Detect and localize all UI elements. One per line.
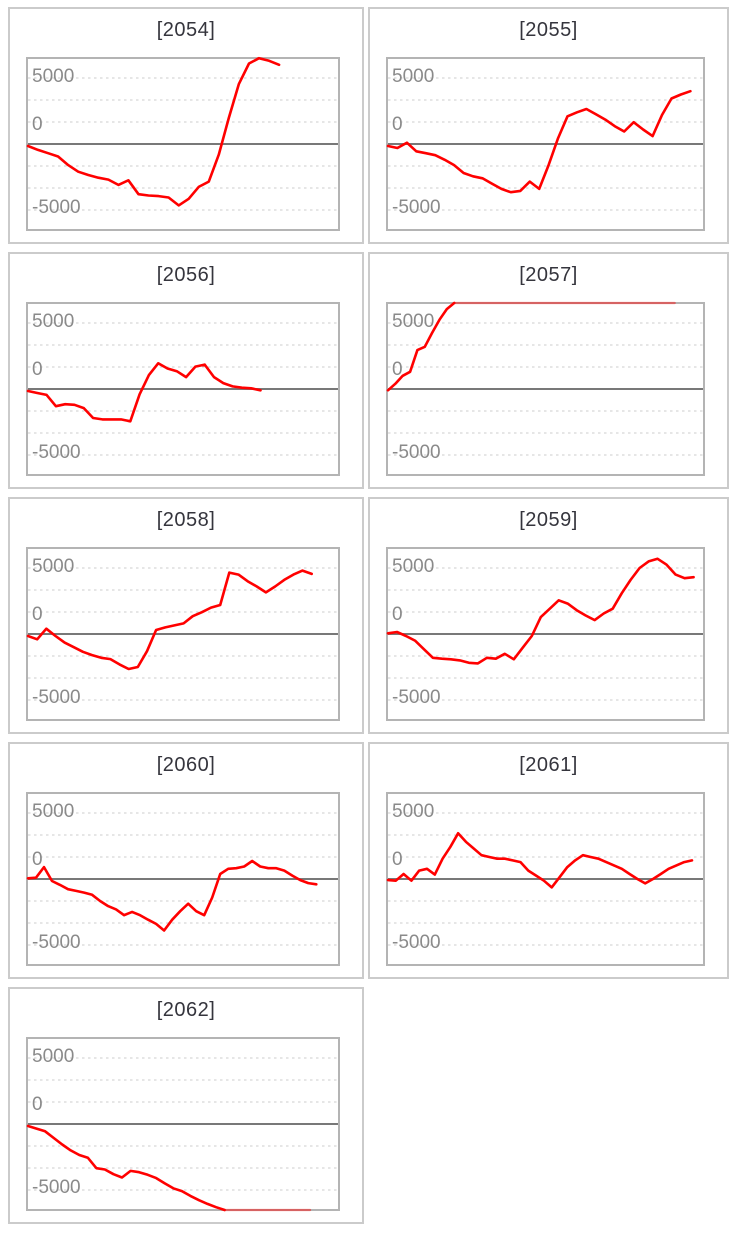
line-chart-svg <box>26 302 340 476</box>
plot-area: 5000 0 -5000 <box>26 56 340 231</box>
chart-title: [2062] <box>156 999 216 1021</box>
series-line <box>26 1124 226 1212</box>
chart-panel-6: [2060] 5000 0 -5000 <box>8 742 364 979</box>
line-chart-svg <box>386 792 705 966</box>
series-line <box>386 831 694 889</box>
chart-title: [2057] <box>519 264 578 286</box>
chart-title: [2058] <box>156 509 216 531</box>
series-line <box>26 859 318 932</box>
plot-area: 5000 0 -5000 <box>26 302 340 476</box>
plot-border <box>26 302 340 476</box>
chart-title: [2056] <box>156 264 216 286</box>
series-line <box>386 89 692 194</box>
line-chart-svg <box>26 547 340 721</box>
plot-area: 5000 0 -5000 <box>26 792 340 966</box>
chart-panel-7: [2061] 5000 0 -5000 <box>368 742 729 979</box>
chart-title: [2059] <box>519 509 578 531</box>
chart-title: [2060] <box>156 754 216 776</box>
line-chart-svg <box>26 792 340 966</box>
series-line <box>26 361 262 423</box>
line-chart-svg <box>386 57 705 231</box>
series-line <box>386 557 695 665</box>
series-line <box>26 569 314 671</box>
plot-area: 5000 0 -5000 <box>26 1037 340 1212</box>
plot-border <box>386 302 705 476</box>
chart-title: [2054] <box>156 19 216 41</box>
plot-area: 5000 0 -5000 <box>386 301 705 476</box>
plot-border <box>26 547 340 721</box>
series-line <box>26 56 281 207</box>
plot-border <box>386 57 705 231</box>
plot-area: 5000 0 -5000 <box>26 547 340 721</box>
plot-border <box>386 792 705 966</box>
series-line <box>386 301 456 392</box>
chart-panel-2: [2056] 5000 0 -5000 <box>8 252 364 489</box>
line-chart-svg <box>386 301 705 476</box>
chart-title: [2055] <box>519 19 578 41</box>
line-chart-svg <box>386 547 705 721</box>
plot-area: 5000 0 -5000 <box>386 792 705 966</box>
line-chart-svg <box>26 56 340 231</box>
chart-panel-5: [2059] 5000 0 -5000 <box>368 497 729 734</box>
plot-border <box>26 1037 340 1211</box>
chart-panel-1: [2055] 5000 0 -5000 <box>368 7 729 244</box>
charts-grid: [2054] 5000 0 -5000 [2055] 5000 0 -5000 [205… <box>8 7 729 1224</box>
chart-title: [2061] <box>519 754 578 776</box>
line-chart-svg <box>26 1037 340 1212</box>
chart-panel-0: [2054] 5000 0 -5000 <box>8 7 364 244</box>
chart-panel-4: [2058] 5000 0 -5000 <box>8 497 364 734</box>
chart-panel-8: [2062] 5000 0 -5000 <box>8 987 364 1224</box>
plot-area: 5000 0 -5000 <box>386 57 705 231</box>
chart-panel-3: [2057] 5000 0 -5000 <box>368 252 729 489</box>
plot-area: 5000 0 -5000 <box>386 547 705 721</box>
plot-border <box>26 57 340 231</box>
